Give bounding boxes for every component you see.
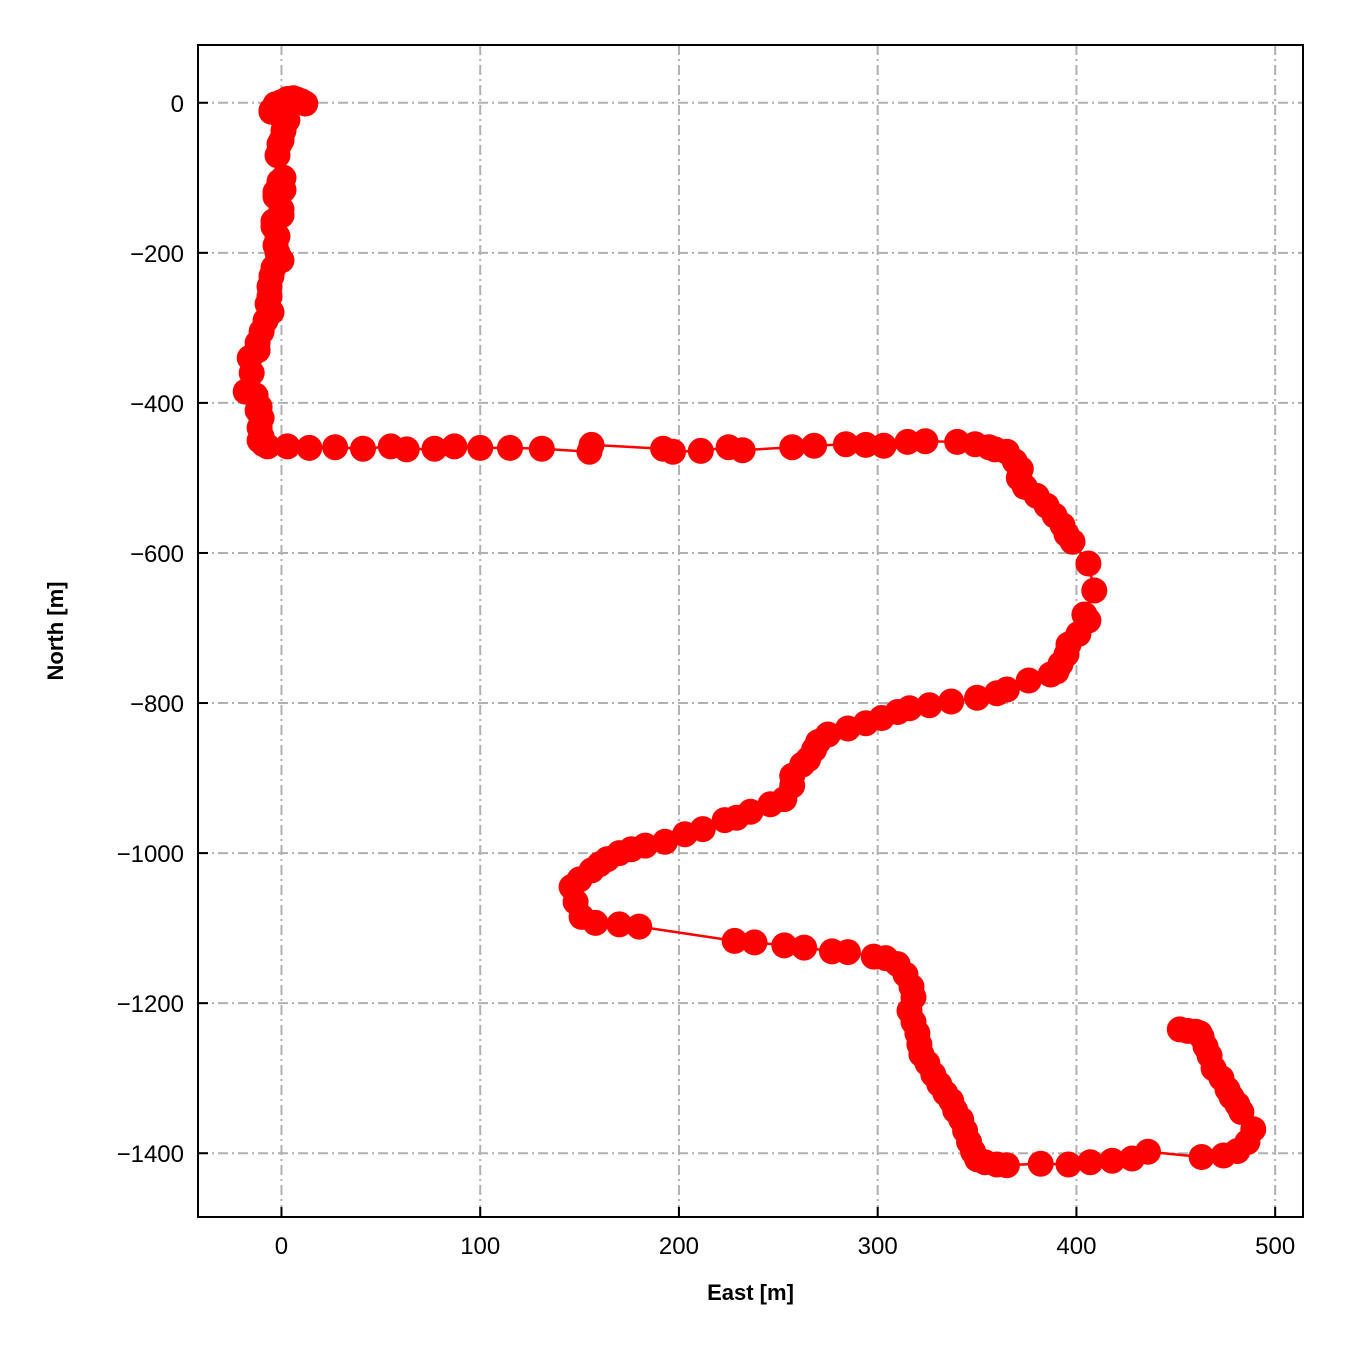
y-tick-label: −600 xyxy=(130,541,184,568)
trajectory-point xyxy=(834,939,861,966)
trajectory-point xyxy=(528,435,555,462)
trajectory-point xyxy=(791,934,818,961)
trajectory-point xyxy=(1015,667,1042,694)
y-tick-label: −800 xyxy=(130,691,184,718)
trajectory-point xyxy=(606,911,633,938)
trajectory-point xyxy=(1075,550,1102,577)
trajectory-point xyxy=(421,435,448,462)
trajectory-point xyxy=(1135,1138,1161,1165)
trajectory-point xyxy=(441,433,468,460)
trajectory-point xyxy=(711,807,738,834)
y-tick-label: 0 xyxy=(171,91,184,118)
axis-ticks: 0 100 200 300 400 500 0 −200 −400 −600 −800 −1000 −1… xyxy=(117,91,1296,1260)
trajectory-point xyxy=(393,436,420,463)
data-series xyxy=(232,85,1267,1179)
trajectory-point xyxy=(1077,1149,1104,1176)
trajectory-point xyxy=(254,433,281,460)
trajectory-point xyxy=(757,791,784,818)
x-axis-label: East [m] xyxy=(707,1280,794,1305)
trajectory-point xyxy=(671,821,698,848)
y-tick-label: −1000 xyxy=(117,841,184,868)
trajectory-point xyxy=(1166,1016,1193,1043)
trajectory-point xyxy=(916,692,943,719)
trajectory-point xyxy=(582,909,609,936)
y-tick-label: −1200 xyxy=(117,991,184,1018)
trajectory-point xyxy=(660,438,686,465)
trajectory-point xyxy=(626,913,653,940)
trajectory-point xyxy=(912,428,939,455)
trajectory-point xyxy=(264,142,291,169)
trajectory-point xyxy=(938,688,965,715)
trajectory-point xyxy=(870,432,897,459)
plot-frame xyxy=(197,44,1304,1218)
trajectory-point xyxy=(497,434,523,461)
trajectory-point xyxy=(1055,1151,1082,1178)
trajectory-point xyxy=(801,432,828,459)
trajectory-point xyxy=(771,932,798,959)
y-tick-label: −400 xyxy=(130,391,184,418)
trajectory-point xyxy=(296,434,323,461)
trajectory-point xyxy=(834,715,861,742)
trajectory-point xyxy=(652,828,678,855)
y-tick-label: −1400 xyxy=(117,1141,184,1168)
x-tick-label: 400 xyxy=(1056,1233,1096,1260)
trajectory-point xyxy=(1059,528,1086,555)
trajectory-point xyxy=(687,437,714,464)
trajectory-point xyxy=(729,437,756,464)
trajectory-point xyxy=(741,929,768,956)
trajectory-point xyxy=(467,434,494,461)
trajectory-point xyxy=(721,927,748,954)
x-tick-label: 0 xyxy=(275,1233,288,1260)
trajectory-point xyxy=(1081,577,1108,604)
x-tick-label: 200 xyxy=(659,1233,699,1260)
trajectory-point xyxy=(274,433,301,460)
trajectory-point xyxy=(993,1152,1020,1179)
y-axis-label: North [m] xyxy=(43,582,68,681)
trajectory-point xyxy=(779,434,806,461)
trajectory-point xyxy=(1037,661,1064,688)
trajectory-point xyxy=(964,684,991,711)
trajectory-point xyxy=(1027,1150,1054,1177)
x-tick-label: 300 xyxy=(858,1233,898,1260)
trajectory-point xyxy=(832,431,859,458)
trajectory-point xyxy=(1099,1147,1126,1174)
x-tick-label: 500 xyxy=(1255,1233,1295,1260)
trajectory-point xyxy=(350,435,376,462)
trajectory-point xyxy=(578,431,605,458)
trajectory-point xyxy=(983,680,1010,707)
x-tick-label: 100 xyxy=(460,1233,500,1260)
trajectory-point xyxy=(322,434,349,461)
y-tick-label: −200 xyxy=(130,241,184,268)
trajectory-point xyxy=(1188,1144,1215,1170)
